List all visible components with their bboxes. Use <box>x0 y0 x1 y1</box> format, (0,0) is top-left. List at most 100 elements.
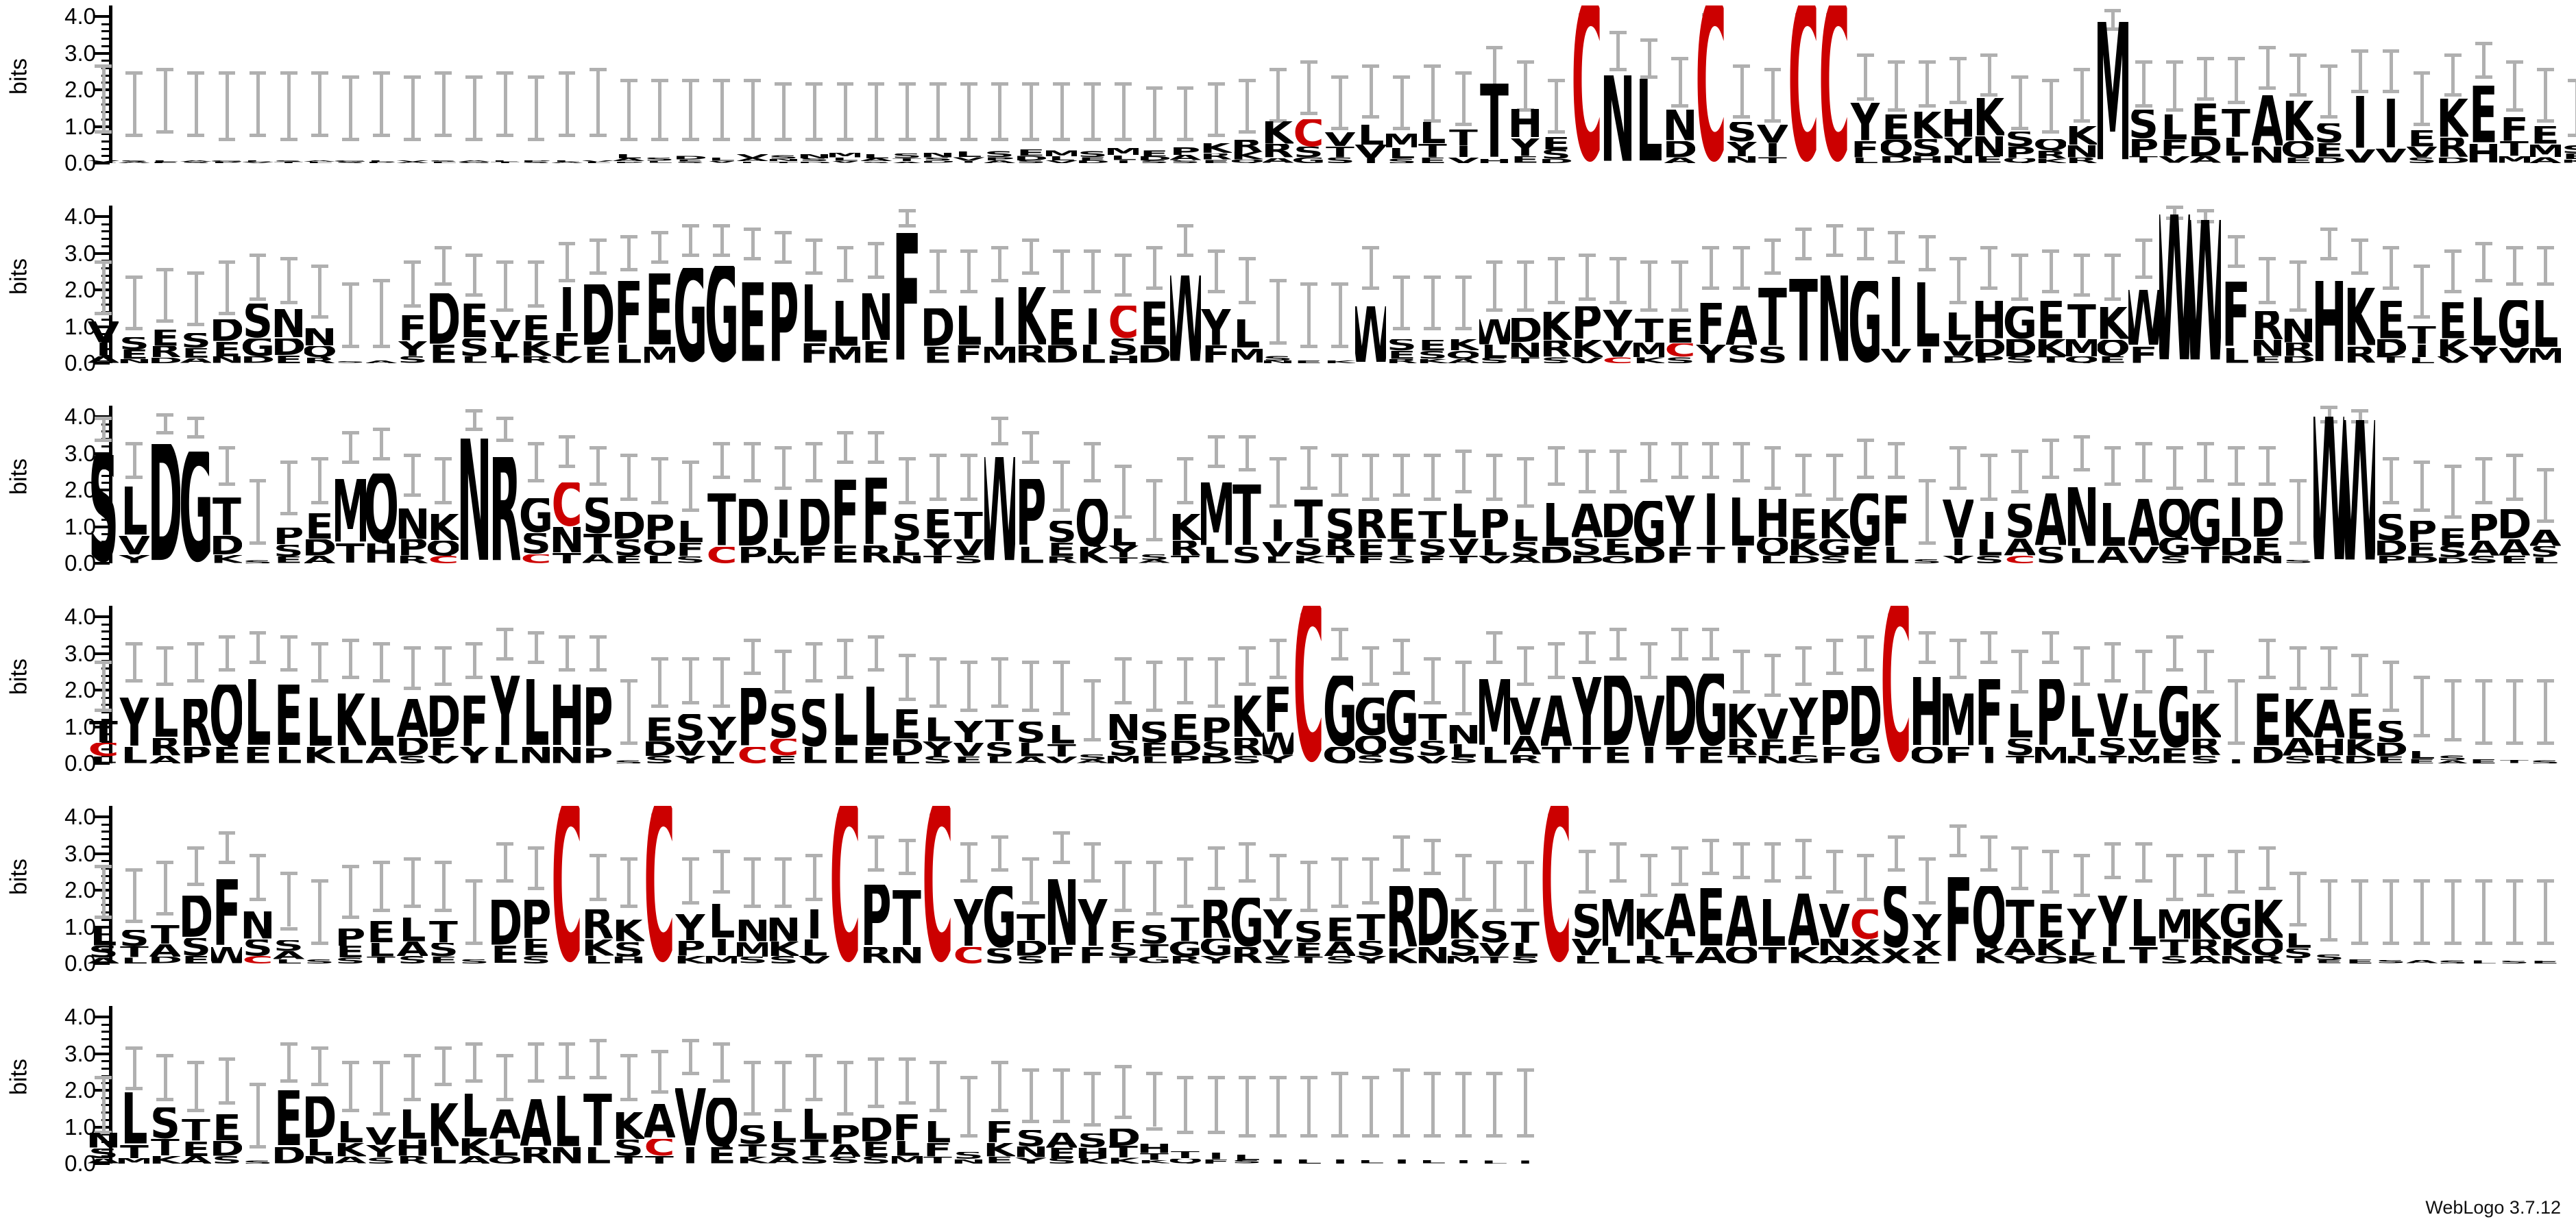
logo-stack[interactable]: EQD <box>1881 114 1912 163</box>
logo-stack[interactable]: FWY <box>1263 687 1293 763</box>
logo-stack[interactable]: GQ <box>1324 676 1355 763</box>
logo-stack[interactable]: QK <box>1077 499 1108 563</box>
logo-stack[interactable]: DG <box>1850 686 1881 763</box>
logo-stack[interactable]: L <box>1479 1160 1510 1164</box>
logo-stack[interactable]: NSA <box>88 1133 119 1164</box>
logo-stack[interactable]: S <box>2530 760 2561 763</box>
logo-stack[interactable]: EH <box>2468 86 2499 163</box>
logo-stack[interactable]: DE <box>583 284 613 363</box>
logo-stack[interactable]: G <box>1850 281 1881 363</box>
logo-stack[interactable]: I <box>1448 1160 1479 1164</box>
logo-stack[interactable]: SN <box>1263 356 1293 363</box>
logo-stack[interactable]: TDS <box>1015 914 1046 963</box>
logo-stack[interactable]: FLM <box>892 1114 923 1164</box>
logo-stack[interactable]: DEQ <box>1603 504 1633 563</box>
logo-stack[interactable]: PED <box>2407 521 2438 563</box>
logo-stack[interactable]: GE <box>1850 493 1881 563</box>
logo-stack[interactable]: MTS <box>2159 909 2190 963</box>
logo-stack[interactable]: STG <box>1139 925 1169 963</box>
logo-stack[interactable]: EDS <box>1015 149 1046 163</box>
logo-stack[interactable]: ILW <box>768 500 799 563</box>
logo-stack[interactable]: TMQ <box>2066 304 2097 363</box>
logo-stack[interactable]: HQL <box>1757 499 1788 563</box>
logo-stack[interactable]: W <box>2159 214 2190 363</box>
logo-stack[interactable]: KSH <box>1912 112 1943 163</box>
logo-stack[interactable]: NSM <box>1108 714 1139 763</box>
logo-stack[interactable]: G <box>706 266 737 363</box>
logo-stack[interactable]: NE <box>861 293 892 363</box>
logo-stack[interactable]: EDP <box>1170 714 1201 763</box>
logo-stack[interactable]: LD <box>1541 503 1572 563</box>
logo-stack[interactable]: NMS <box>737 920 768 963</box>
logo-stack[interactable]: L <box>1417 1160 1448 1164</box>
logo-stack[interactable]: GD <box>1633 501 1664 563</box>
logo-stack[interactable]: MF <box>1943 693 1973 763</box>
logo-stack[interactable]: AHR <box>2313 700 2344 763</box>
logo-stack[interactable]: G <box>180 452 211 563</box>
logo-stack[interactable]: T <box>2499 760 2530 763</box>
logo-stack[interactable]: KNE <box>1973 98 2004 163</box>
logo-stack[interactable]: GKN <box>2221 904 2252 963</box>
logo-stack[interactable]: S <box>2438 960 2468 963</box>
logo-stack[interactable]: ED <box>1139 302 1169 363</box>
logo-stack[interactable]: N <box>1819 275 1850 363</box>
logo-stack[interactable]: QH <box>366 474 397 563</box>
logo-stack[interactable]: I <box>1510 1160 1541 1164</box>
logo-stack[interactable]: W <box>1355 306 1386 363</box>
logo-stack[interactable]: NSD <box>923 153 953 164</box>
logo-stack[interactable]: C <box>1819 5 1850 163</box>
logo-stack[interactable]: TQ <box>1170 1151 1201 1164</box>
logo-stack[interactable]: S <box>459 959 489 963</box>
logo-stack[interactable]: TN <box>892 890 923 963</box>
logo-stack[interactable]: DNT <box>1510 318 1541 363</box>
logo-stack[interactable]: SYN <box>1726 122 1757 163</box>
logo-stack[interactable]: L <box>1293 1159 1324 1164</box>
logo-stack[interactable]: TAD <box>149 925 180 963</box>
logo-stack[interactable]: E <box>2468 759 2499 763</box>
logo-stack[interactable]: M <box>2098 22 2128 163</box>
logo-stack[interactable]: C <box>829 806 860 963</box>
logo-stack[interactable]: LHR <box>397 1109 428 1164</box>
